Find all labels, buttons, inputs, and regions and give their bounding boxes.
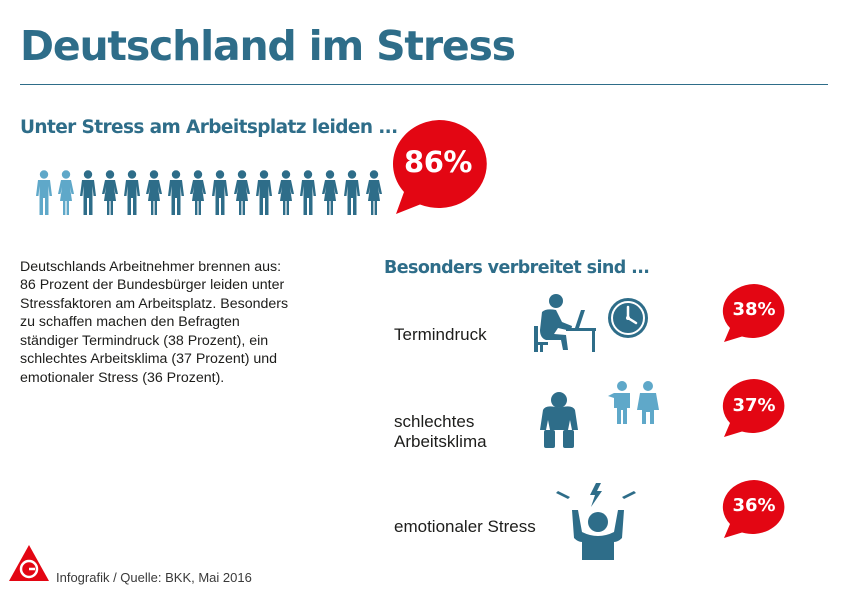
factor-label-line: Termindruck [394, 325, 487, 344]
factor-label-line: emotionaler Stress [394, 517, 536, 536]
clock-icon [608, 298, 648, 338]
desk-worker-icon [534, 294, 596, 352]
person-icon [256, 170, 272, 215]
person-icon [234, 170, 250, 215]
speech-bubble-icon [722, 480, 785, 538]
speech-bubble-icon [722, 284, 785, 342]
intro-body-line: schlechtes Arbeitsklima (37 Prozent) und [20, 351, 278, 368]
person-icon [36, 170, 52, 215]
percentage-label-emotionaler-stress: 36% [732, 495, 776, 516]
factor-label-termindruck: Termindruck [394, 325, 487, 345]
intro-body-line: zu schaffen machen den Befragten [20, 314, 240, 331]
percentage-label-termindruck: 38% [732, 299, 776, 320]
factor-label-line: schlechtes [394, 412, 475, 431]
person-icon [168, 170, 184, 215]
person-icon [146, 170, 162, 215]
source-caption: Infografik / Quelle: BKK, Mai 2016 [56, 570, 252, 585]
speech-bubble-icon [722, 379, 785, 437]
intro-body-line: emotionaler Stress (36 Prozent). [20, 369, 225, 386]
colleagues-icon [608, 381, 659, 424]
stress-percentage-label: 86% [404, 145, 472, 179]
lightning-icon [556, 483, 636, 507]
factor-label-line: Arbeitsklima [394, 432, 487, 452]
person-icon [58, 170, 74, 215]
intro-body-line: Stressfaktoren am Arbeitsplatz. Besonder… [20, 295, 289, 312]
person-icon [102, 170, 118, 215]
intro-body-line: 86 Prozent der Bundesbürger leiden unter [20, 277, 285, 294]
page-title: Deutschland im Stress [20, 22, 516, 70]
person-icon [278, 170, 294, 215]
intro-heading: Unter Stress am Arbeitsplatz leiden ... [20, 117, 398, 138]
person-icon [322, 170, 338, 215]
factor-label-arbeitsklima: schlechtes Arbeitsklima [394, 412, 487, 453]
stressed-person-icon [572, 510, 624, 560]
person-icon [190, 170, 206, 215]
intro-body-line: ständiger Termindruck (38 Prozent), ein [20, 332, 269, 349]
person-icon [344, 170, 360, 215]
person-icon [212, 170, 228, 215]
person-icon [366, 170, 382, 215]
percentage-label-arbeitsklima: 37% [732, 395, 776, 416]
factor-label-emotionaler-stress: emotionaler Stress [394, 517, 536, 537]
ig-metall-logo-icon [9, 545, 49, 581]
title-divider [20, 84, 828, 85]
person-icon [124, 170, 140, 215]
person-icon [80, 170, 96, 215]
person-icon [300, 170, 316, 215]
intro-body-line: Deutschlands Arbeitnehmer brennen aus: [20, 259, 282, 275]
factors-heading: Besonders verbreitet sind ... [384, 258, 650, 278]
depressed-person-icon [540, 392, 578, 448]
people-pictogram [36, 170, 382, 215]
intro-body-text: Deutschlands Arbeitnehmer brennen aus: 86… [20, 258, 320, 387]
big-speech-bubble-icon [392, 120, 487, 214]
